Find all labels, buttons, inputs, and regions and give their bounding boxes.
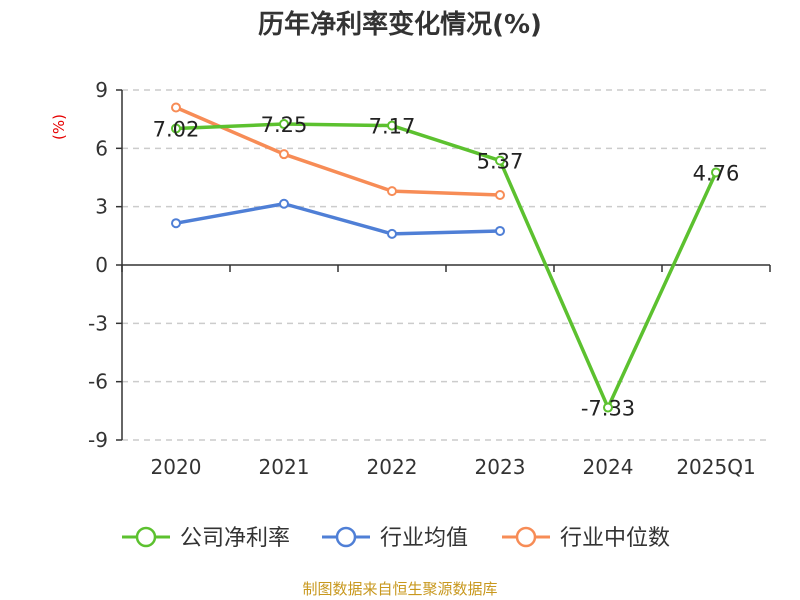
data-point xyxy=(495,190,505,200)
chart-title: 历年净利率变化情况(%) xyxy=(258,9,542,40)
y-tick-labels: 9 6 3 0 -3 -6 -9 xyxy=(88,78,108,452)
y-axis-label: (%) xyxy=(50,114,68,140)
data-point xyxy=(495,225,505,236)
x-tick-label: 2025Q1 xyxy=(676,455,755,479)
data-label: 4.76 xyxy=(693,161,740,185)
x-tick-label: 2020 xyxy=(151,455,202,479)
y-tick-label: 3 xyxy=(95,195,108,219)
legend-item[interactable]: 行业均值 xyxy=(322,526,468,551)
data-label: 5.37 xyxy=(477,150,524,174)
legend-swatch-marker xyxy=(135,526,157,548)
legend-item[interactable]: 行业中位数 xyxy=(502,526,670,551)
data-labels: 7.02 7.25 7.17 5.37 -7.33 4.76 xyxy=(153,113,740,421)
y-tick-label: 6 xyxy=(95,136,108,160)
data-label: 7.25 xyxy=(261,113,308,137)
legend-label: 公司净利率 xyxy=(180,526,290,551)
data-point xyxy=(711,167,721,178)
x-tick-labels: 2020 2021 2022 2023 2024 2025Q1 xyxy=(151,455,756,479)
series-line xyxy=(175,105,501,197)
data-label: -7.33 xyxy=(581,397,635,421)
data-point xyxy=(171,123,181,134)
data-point xyxy=(279,119,289,130)
data-point xyxy=(387,228,397,239)
data-point xyxy=(387,120,397,131)
y-tick-label: 0 xyxy=(95,253,108,277)
data-point xyxy=(279,198,289,209)
y-tick-label: 9 xyxy=(95,78,108,102)
data-label: 7.02 xyxy=(153,118,200,142)
legend[interactable]: 公司净利率 行业均值 行业中位数 xyxy=(122,526,670,551)
series-lines xyxy=(171,102,721,413)
source-note: 制图数据来自恒生聚源数据库 xyxy=(302,580,497,598)
x-tick-label: 2023 xyxy=(475,455,526,479)
data-point xyxy=(603,402,613,413)
data-point xyxy=(387,186,397,197)
data-point xyxy=(495,155,505,166)
series-line xyxy=(175,202,501,236)
x-tick-label: 2022 xyxy=(367,455,418,479)
x-tick-label: 2024 xyxy=(583,455,634,479)
y-tick-label: -3 xyxy=(88,311,108,335)
legend-label: 行业均值 xyxy=(380,526,468,551)
axes xyxy=(116,89,771,441)
legend-swatch-marker xyxy=(515,526,537,548)
data-point xyxy=(171,102,181,113)
y-tick-label: -9 xyxy=(88,428,108,452)
data-label: 7.17 xyxy=(369,115,416,139)
data-point xyxy=(279,149,289,160)
legend-label: 行业中位数 xyxy=(560,526,670,551)
grid-lines xyxy=(122,89,770,441)
x-tick-label: 2021 xyxy=(259,455,310,479)
legend-item[interactable]: 公司净利率 xyxy=(122,526,290,551)
series-line xyxy=(175,122,718,410)
y-tick-label: -6 xyxy=(88,370,108,394)
data-point xyxy=(171,218,181,229)
legend-swatch-marker xyxy=(335,526,357,548)
